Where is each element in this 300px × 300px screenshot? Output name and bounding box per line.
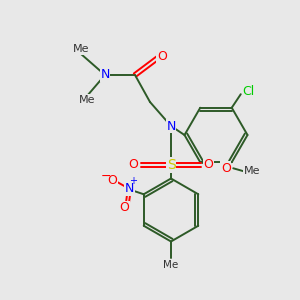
Text: Me: Me xyxy=(79,94,95,105)
Text: N: N xyxy=(100,68,110,82)
Text: N: N xyxy=(124,182,134,195)
Text: O: O xyxy=(157,50,167,64)
Text: −: − xyxy=(100,170,111,183)
Text: Me: Me xyxy=(73,44,89,55)
Text: Me: Me xyxy=(164,260,178,270)
Text: Cl: Cl xyxy=(242,85,254,98)
Text: O: O xyxy=(129,158,138,172)
Text: Me: Me xyxy=(244,166,260,176)
Text: N: N xyxy=(166,119,176,133)
Text: O: O xyxy=(221,162,231,175)
Text: O: O xyxy=(119,201,129,214)
Text: +: + xyxy=(129,176,137,186)
Text: S: S xyxy=(167,158,176,172)
Text: O: O xyxy=(107,174,117,187)
Text: O: O xyxy=(204,158,213,172)
